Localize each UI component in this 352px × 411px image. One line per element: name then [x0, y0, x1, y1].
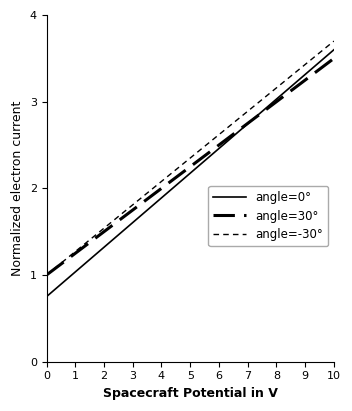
X-axis label: Spacecraft Potential in V: Spacecraft Potential in V	[103, 387, 278, 400]
Legend: angle=0°, angle=30°, angle=-30°: angle=0°, angle=30°, angle=-30°	[208, 186, 328, 246]
Y-axis label: Normalized electron current: Normalized electron current	[11, 101, 24, 276]
